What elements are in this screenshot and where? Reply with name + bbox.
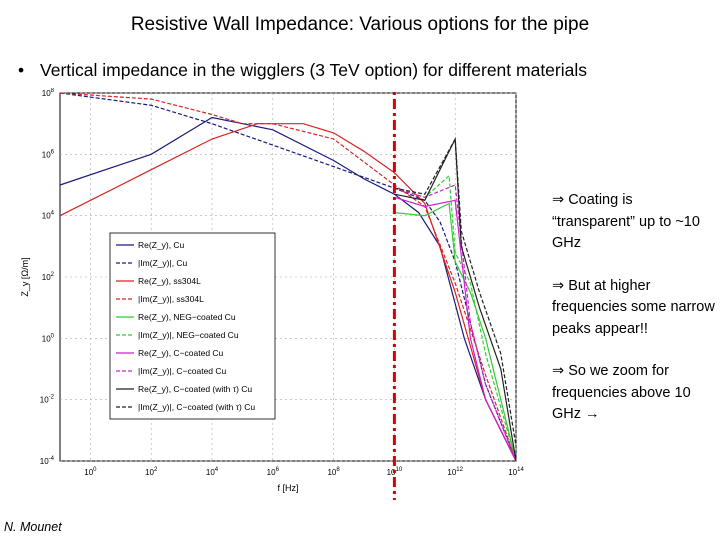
implies-arrow-icon: ⇒ [552,192,564,208]
notes-panel: ⇒ Coating is “transparent” up to ~10 GHz… [552,190,717,447]
y-tick-label: 108 [42,88,55,98]
x-tick-label: 104 [206,467,219,477]
x-tick-label: 1012 [447,467,463,477]
impedance-plot-svg: 100 102 104 106 108 1010 1012 10141081061041021… [18,88,526,500]
legend-label: |Im(Z_y)|, ss304L [138,294,204,304]
y-tick-label: 104 [42,211,55,221]
note-text: So we zoom for frequencies above 10 GHz [552,363,691,422]
bullet-dot-icon: • [18,60,40,81]
implies-arrow-icon: ⇒ [552,363,564,379]
legend-label: Re(Z_y), ss304L [138,276,201,286]
x-tick-label: 108 [327,467,340,477]
y-tick-label: 100 [42,333,55,343]
y-tick-label: 10-4 [40,456,55,466]
slide-title: Resistive Wall Impedance: Various option… [0,14,720,36]
bullet-text: Vertical impedance in the wigglers (3 Te… [40,60,587,80]
impedance-plot: 100 102 104 106 108 1010 1012 1014 108 106 104 102 1… [18,88,526,500]
y-axis-label: Z_y [Ω/m] [20,257,30,296]
x-axis-label: f [Hz] [277,483,298,493]
note-coating-transparent: ⇒ Coating is “transparent” up to ~10 GHz [552,190,717,255]
legend-label: |Im(Z_y)|, Cu [138,258,188,268]
bullet-point: • Vertical impedance in the wigglers (3 T… [18,60,587,81]
implies-arrow-icon: ⇒ [552,278,564,294]
legend-label: |Im(Z_y)|, C−coated Cu [138,366,227,376]
x-tick-label: 1014 [508,467,524,477]
legend-label: |Im(Z_y)|, NEG−coated Cu [138,330,239,340]
y-tick-label: 10-2 [40,395,55,405]
x-tick-label: 102 [145,467,158,477]
legend-label: Re(Z_y), C−coated Cu [138,348,224,358]
x-tick-label: 100 [84,467,97,477]
y-tick-label: 106 [42,149,55,159]
y-tick-label: 102 [42,272,55,282]
legend-label: Re(Z_y), Cu [138,240,185,250]
note-text: Coating is “transparent” up to ~10 GHz [552,192,700,251]
note-zoom: ⇒ So we zoom for frequencies above 10 GH… [552,361,717,426]
legend-label: |Im(Z_y)|, C−coated (with τ) Cu [138,402,255,412]
legend-label: Re(Z_y), C−coated (with τ) Cu [138,384,252,394]
right-arrow-icon: → [585,406,600,422]
author-credit: N. Mounet [4,520,62,534]
x-tick-label: 106 [267,467,280,477]
note-narrow-peaks: ⇒ But at higher frequencies some narrow … [552,276,717,341]
legend-label: Re(Z_y), NEG−coated Cu [138,312,236,322]
note-text: But at higher frequencies some narrow pe… [552,278,715,337]
